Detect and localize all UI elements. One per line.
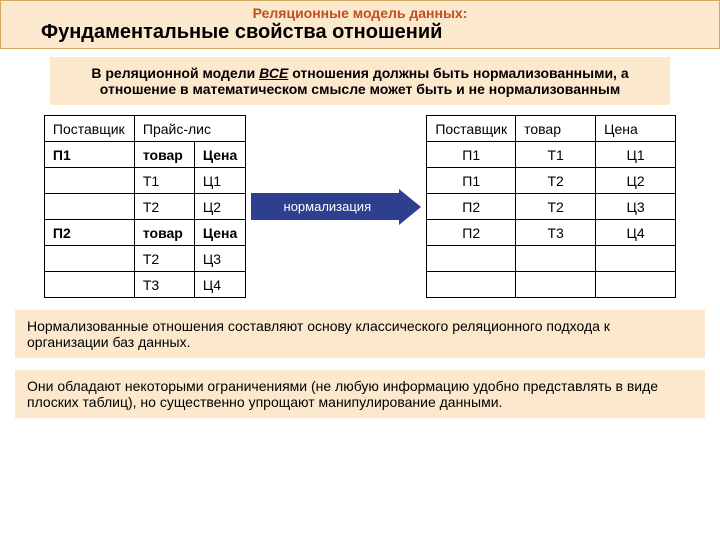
tables-row: ПоставщикПрайс-лис П1товарЦена Т1Ц1 Т2Ц2… — [0, 115, 720, 298]
table-row: ПоставщикПрайс-лис — [44, 116, 245, 142]
arrow-label: нормализация — [251, 193, 399, 220]
intro-em: ВСЕ — [259, 65, 288, 81]
normalization-arrow: нормализация — [251, 187, 421, 227]
table-row: П2Т3Ц4 — [427, 220, 676, 246]
table-row: П1Т2Ц2 — [427, 168, 676, 194]
table-row: Т3Ц4 — [44, 272, 245, 298]
table-row — [427, 246, 676, 272]
note-box-2: Они обладают некоторыми ограничениями (н… — [15, 370, 705, 418]
table-row: П1Т1Ц1 — [427, 142, 676, 168]
intro-box: В реляционной модели ВСЕ отношения должн… — [50, 57, 670, 105]
table-row: ПоставщиктоварЦена — [427, 116, 676, 142]
header-title: Фундаментальные свойства отношений — [11, 21, 709, 44]
header-box: Реляционные модель данных: Фундаментальн… — [0, 0, 720, 49]
table-row: Т2Ц3 — [44, 246, 245, 272]
table-row — [427, 272, 676, 298]
header-subtitle: Реляционные модель данных: — [11, 5, 709, 21]
right-table: ПоставщиктоварЦена П1Т1Ц1 П1Т2Ц2 П2Т2Ц3 … — [426, 115, 676, 298]
table-row: Т1Ц1 — [44, 168, 245, 194]
table-row: П1товарЦена — [44, 142, 245, 168]
intro-pre: В реляционной модели — [91, 65, 259, 81]
left-table: ПоставщикПрайс-лис П1товарЦена Т1Ц1 Т2Ц2… — [44, 115, 246, 298]
note-box-1: Нормализованные отношения составляют осн… — [15, 310, 705, 358]
table-row: П2товарЦена — [44, 220, 245, 246]
table-row: Т2Ц2 — [44, 194, 245, 220]
arrow-head-icon — [399, 189, 421, 225]
table-row: П2Т2Ц3 — [427, 194, 676, 220]
